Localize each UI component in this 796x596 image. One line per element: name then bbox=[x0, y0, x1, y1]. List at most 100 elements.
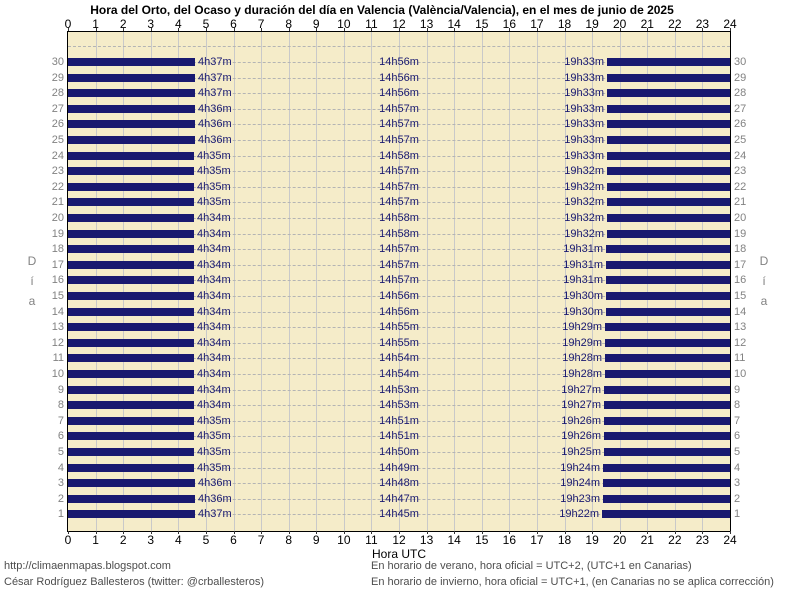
hour-tick-label-bottom: 8 bbox=[285, 533, 292, 547]
day-number-right: 8 bbox=[734, 399, 741, 411]
hour-tick-mark-top bbox=[206, 28, 207, 31]
hour-tick-label-top: 4 bbox=[174, 17, 182, 31]
hour-gridline bbox=[344, 32, 345, 531]
hour-tick-mark-bottom bbox=[675, 531, 676, 534]
sunset-time-label: 19h26m bbox=[561, 430, 601, 442]
day-number-left: 28 bbox=[51, 87, 64, 99]
hour-tick-mark-bottom bbox=[68, 531, 69, 534]
hour-tick-label-top: 23 bbox=[695, 17, 710, 31]
sunset-time-label: 19h33m bbox=[564, 150, 604, 162]
night-bar-before-sunrise bbox=[68, 105, 195, 113]
night-bar-before-sunrise bbox=[68, 448, 194, 456]
sunset-time-label: 19h23m bbox=[560, 493, 600, 505]
sunrise-time-label: 4h35m bbox=[197, 196, 231, 208]
day-number-left: 18 bbox=[51, 243, 64, 255]
day-length-label: 14h45m bbox=[379, 508, 419, 520]
night-bar-before-sunrise bbox=[68, 136, 195, 144]
day-length-label: 14h57m bbox=[379, 181, 419, 193]
hour-tick-label-top: 17 bbox=[530, 17, 544, 31]
day-number-left: 23 bbox=[51, 165, 64, 177]
row-gridline bbox=[68, 343, 730, 344]
hour-tick-label-top: 2 bbox=[119, 17, 127, 31]
sunrise-time-label: 4h36m bbox=[198, 134, 232, 146]
day-number-left: 10 bbox=[51, 368, 64, 380]
day-number-right: 3 bbox=[734, 477, 741, 489]
night-bar-after-sunset bbox=[604, 432, 730, 440]
hour-gridline bbox=[206, 32, 207, 531]
day-number-left: 26 bbox=[51, 118, 64, 130]
sunrise-time-label: 4h35m bbox=[197, 430, 231, 442]
night-bar-before-sunrise bbox=[68, 230, 194, 238]
row-gridline bbox=[68, 234, 730, 235]
sunset-time-label: 19h22m bbox=[559, 508, 599, 520]
day-number-left: 16 bbox=[51, 274, 64, 286]
day-number-right: 29 bbox=[734, 72, 747, 84]
night-bar-before-sunrise bbox=[68, 464, 194, 472]
day-number-right: 4 bbox=[734, 462, 741, 474]
hour-tick-label-top: 0 bbox=[64, 17, 72, 31]
hour-gridline bbox=[427, 32, 428, 531]
day-number-right: 10 bbox=[734, 368, 747, 380]
sunrise-time-label: 4h34m bbox=[197, 274, 231, 286]
day-number-left: 4 bbox=[57, 462, 64, 474]
sunrise-time-label: 4h35m bbox=[197, 462, 231, 474]
sunset-time-label: 19h33m bbox=[564, 103, 604, 115]
night-bar-before-sunrise bbox=[68, 339, 194, 347]
day-length-label: 14h56m bbox=[379, 72, 419, 84]
night-bar-after-sunset bbox=[606, 292, 730, 300]
hour-tick-label-top: 3 bbox=[147, 17, 155, 31]
hour-tick-label-bottom: 24 bbox=[723, 533, 737, 547]
hour-tick-mark-bottom bbox=[620, 531, 621, 534]
day-number-left: 25 bbox=[51, 134, 64, 146]
hour-tick-label-bottom: 13 bbox=[419, 533, 434, 547]
day-number-right: 17 bbox=[734, 259, 747, 271]
night-bar-after-sunset bbox=[605, 323, 730, 331]
row-gridline bbox=[68, 46, 730, 47]
row-gridline bbox=[68, 499, 730, 500]
hour-tick-mark-bottom bbox=[647, 531, 648, 534]
night-bar-after-sunset bbox=[606, 276, 730, 284]
sunrise-time-label: 4h34m bbox=[197, 399, 231, 411]
day-number-left: 12 bbox=[51, 337, 64, 349]
night-bar-after-sunset bbox=[603, 495, 730, 503]
hour-tick-label-top: 9 bbox=[312, 17, 320, 31]
sunset-time-label: 19h27m bbox=[561, 384, 601, 396]
sunrise-time-label: 4h37m bbox=[198, 72, 232, 84]
night-bar-before-sunrise bbox=[68, 74, 195, 82]
hour-tick-label-top: 10 bbox=[337, 17, 351, 31]
hour-tick-label-bottom: 10 bbox=[337, 533, 351, 547]
footer-note-summer: En horario de verano, hora oficial = UTC… bbox=[371, 560, 692, 572]
hour-tick-label-bottom: 19 bbox=[585, 533, 599, 547]
day-number-right: 18 bbox=[734, 243, 747, 255]
x-axis-title: Hora UTC bbox=[371, 547, 426, 561]
day-number-left: 7 bbox=[57, 415, 64, 427]
day-number-left: 2 bbox=[57, 493, 64, 505]
hour-tick-mark-top bbox=[565, 28, 566, 31]
day-number-right: 20 bbox=[734, 212, 747, 224]
night-bar-before-sunrise bbox=[68, 120, 195, 128]
row-gridline bbox=[68, 358, 730, 359]
sunrise-time-label: 4h36m bbox=[198, 103, 232, 115]
hour-tick-label-top: 12 bbox=[392, 17, 406, 31]
hour-tick-label-bottom: 3 bbox=[147, 533, 155, 547]
row-gridline bbox=[68, 312, 730, 313]
row-gridline bbox=[68, 171, 730, 172]
hour-tick-mark-top bbox=[371, 28, 372, 31]
day-length-label: 14h57m bbox=[379, 134, 419, 146]
day-length-label: 14h56m bbox=[379, 87, 419, 99]
day-number-left: 29 bbox=[51, 72, 64, 84]
hour-tick-label-top: 16 bbox=[502, 17, 517, 31]
day-length-label: 14h53m bbox=[379, 384, 419, 396]
day-number-left: 8 bbox=[57, 399, 64, 411]
hour-gridline bbox=[537, 32, 538, 531]
sunset-time-label: 19h32m bbox=[564, 181, 604, 193]
hour-tick-label-top: 22 bbox=[668, 17, 682, 31]
hour-tick-mark-top bbox=[702, 28, 703, 31]
hour-tick-mark-top bbox=[675, 28, 676, 31]
night-bar-after-sunset bbox=[603, 479, 730, 487]
sunset-time-label: 19h24m bbox=[560, 477, 600, 489]
night-bar-after-sunset bbox=[607, 167, 730, 175]
day-length-label: 14h58m bbox=[379, 150, 419, 162]
hour-gridline bbox=[592, 32, 593, 531]
sunrise-time-label: 4h37m bbox=[198, 56, 232, 68]
